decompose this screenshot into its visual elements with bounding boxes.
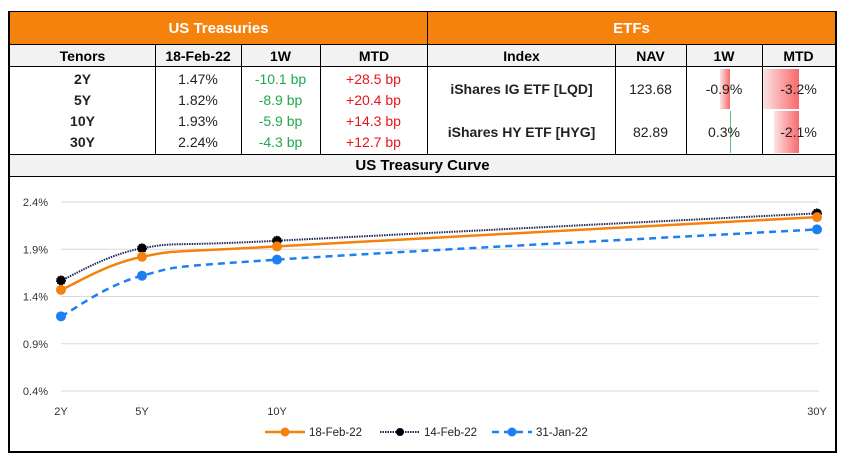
nav-cell: 123.68 — [629, 81, 672, 97]
divider — [241, 44, 242, 154]
data-point — [56, 275, 66, 286]
col-header-date: 18-Feb-22 — [155, 44, 241, 67]
dashboard-frame: US Treasuries ETFs Tenors 18-Feb-22 1W M… — [8, 11, 837, 453]
legend-marker — [280, 427, 290, 437]
etf-mtd-cell: -2.1% — [780, 123, 817, 140]
yield-cell: 1.93% — [178, 112, 218, 129]
legend-label: 14-Feb-22 — [424, 427, 477, 439]
yield-cell: 2.24% — [178, 134, 218, 150]
lqd-mtd-data-bar — [763, 69, 799, 109]
x-tick-label: 10Y — [267, 406, 287, 418]
col-header-etf-mtd: MTD — [762, 44, 835, 67]
mtd-change-cell: +14.3 bp — [346, 112, 401, 129]
legend-marker — [507, 427, 517, 437]
yield-cell: 1.47% — [178, 70, 218, 87]
data-point — [812, 224, 822, 235]
divider — [615, 44, 616, 154]
divider — [762, 44, 763, 154]
data-point — [137, 243, 147, 254]
etfs-header: ETFs — [428, 12, 835, 44]
etf-1w-cell: -0.9% — [705, 81, 743, 97]
series-line-31-Jan-22 — [60, 228, 818, 318]
legend-label: 31-Jan-22 — [536, 427, 588, 439]
divider — [320, 44, 321, 154]
col-header-nav: NAV — [615, 44, 686, 67]
etf-mtd-cell: -3.2% — [780, 81, 817, 97]
tenor-cell: 10Y — [70, 112, 95, 129]
data-point — [137, 251, 147, 262]
nav-cell: 82.89 — [632, 123, 669, 140]
x-tick-label: 30Y — [807, 406, 827, 418]
tenor-cell: 2Y — [73, 70, 92, 87]
chart-title: US Treasury Curve — [10, 154, 835, 177]
mtd-change-cell: +12.7 bp — [346, 134, 401, 150]
data-point — [272, 241, 282, 252]
1w-change-cell: -10.1 bp — [254, 70, 307, 87]
series-line-18-Feb-22 — [60, 215, 818, 292]
tenor-cell: 5Y — [73, 91, 92, 108]
divider — [155, 44, 156, 154]
1w-change-cell: -4.3 bp — [258, 134, 303, 150]
x-tick-label: 2Y — [54, 406, 68, 418]
col-header-index: Index — [428, 44, 615, 67]
yield-cell: 1.82% — [178, 91, 218, 108]
col-header-etf-1w: 1W — [686, 44, 762, 67]
treasury-curve-chart: 0.4% 0.9% 1.4% 1.9% 2.4% 2Y 5Y 10Y 30Y 18-Feb-2… — [23, 197, 828, 439]
1w-change-cell: -5.9 bp — [258, 112, 303, 129]
data-point — [56, 284, 66, 295]
etf-name-cell: iShares IG ETF [LQD] — [450, 81, 593, 97]
mtd-change-cell: +20.4 bp — [346, 91, 401, 108]
hyg-1w-data-bar — [730, 111, 731, 153]
y-tick-label: 2.4% — [23, 197, 48, 209]
y-tick-label: 1.4% — [23, 292, 48, 304]
series-line-14-Feb-22 — [60, 212, 818, 282]
divider — [686, 44, 687, 154]
data-point — [272, 254, 282, 265]
col-header-tenors: Tenors — [10, 44, 155, 67]
legend-marker — [396, 428, 404, 436]
legend-label: 18-Feb-22 — [309, 427, 362, 439]
x-tick-label: 5Y — [135, 406, 149, 418]
hyg-mtd-data-bar — [774, 111, 799, 153]
col-header-1w: 1W — [241, 44, 320, 67]
lqd-1w-data-bar — [720, 69, 730, 109]
y-tick-label: 0.9% — [23, 339, 48, 351]
mtd-change-cell: +28.5 bp — [346, 70, 401, 87]
etf-1w-cell: 0.3% — [708, 123, 740, 140]
divider — [427, 12, 428, 154]
y-tick-label: 1.9% — [23, 244, 48, 256]
tenor-cell: 30Y — [70, 134, 95, 150]
y-tick-label: 0.4% — [23, 386, 48, 398]
etf-name-cell: iShares HY ETF [HYG] — [447, 123, 596, 140]
us-treasuries-header: US Treasuries — [10, 12, 428, 44]
col-header-mtd: MTD — [320, 44, 428, 67]
data-point — [137, 270, 147, 281]
data-point — [56, 311, 66, 322]
data-point — [812, 212, 822, 223]
1w-change-cell: -8.9 bp — [258, 91, 303, 108]
